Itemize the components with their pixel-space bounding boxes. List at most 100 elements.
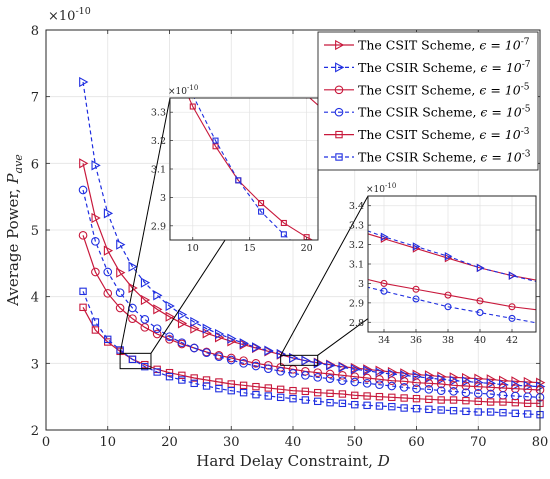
data-point (338, 399, 347, 408)
data-point (289, 386, 297, 395)
data-point (125, 123, 131, 130)
data-point (61, 150, 67, 156)
series-line (368, 233, 536, 281)
data-point (227, 386, 235, 395)
data-point (91, 326, 100, 334)
data-point (523, 380, 533, 392)
data-point (125, 179, 131, 185)
data-point (362, 373, 372, 383)
data-point (140, 315, 150, 324)
data-point (165, 311, 175, 322)
data-point (317, 271, 323, 277)
data-point (276, 393, 285, 402)
data-point (400, 394, 408, 402)
data-point (62, 269, 67, 274)
data-point (425, 405, 433, 414)
data-point (252, 342, 262, 353)
data-point (541, 278, 547, 285)
series-line (368, 230, 536, 283)
inset-x-tick-label: 15 (244, 243, 256, 254)
inset-y-tick-label: 3.1 (349, 260, 364, 271)
data-point (476, 297, 484, 305)
data-point (178, 371, 186, 380)
data-point (0, 14, 3, 20)
data-point (508, 271, 517, 280)
data-point (288, 369, 298, 378)
data-point (444, 251, 453, 261)
data-point (78, 185, 88, 195)
data-point (474, 408, 482, 416)
data-point (157, 211, 163, 217)
data-point (417, 180, 423, 186)
data-point (178, 376, 186, 384)
data-point (128, 355, 137, 364)
series-5 (188, 98, 314, 240)
data-point (380, 279, 388, 287)
inset-2: 34 36 38 40 422.82.933.13.23.33.4×10-10 (0, 14, 547, 350)
data-point (363, 365, 373, 376)
data-point (486, 398, 495, 406)
data-point (424, 379, 434, 388)
data-point (264, 345, 274, 356)
data-point (380, 232, 389, 242)
data-point (462, 407, 470, 416)
data-point (532, 171, 538, 178)
data-point (400, 404, 408, 412)
y-axis-label: Average Power, Pave (4, 154, 25, 307)
data-point (264, 384, 272, 392)
inset-y-tick-label: 3.3 (151, 108, 166, 119)
inset-y-tick-label: 2.9 (151, 221, 166, 232)
data-point (125, 82, 131, 89)
legend-label: The CSIR Scheme, ϵ = 10-7 (358, 60, 531, 75)
data-point (474, 397, 482, 406)
data-point (91, 160, 101, 171)
legend-entry: The CSIR Scheme, ϵ = 10-7 (324, 60, 531, 75)
data-point (79, 76, 89, 88)
data-point (304, 81, 310, 87)
data-point (437, 406, 445, 414)
data-point (239, 356, 248, 365)
data-point (251, 361, 261, 371)
data-point (375, 375, 384, 384)
legend-entry: The CSIT Scheme, ϵ = 10-3 (324, 127, 530, 142)
x-tick-label: 0 (42, 435, 50, 450)
data-point (541, 308, 547, 314)
data-point (326, 360, 336, 371)
data-point (285, 257, 291, 263)
data-point (523, 410, 532, 418)
data-point (258, 7, 264, 13)
data-point (412, 285, 420, 293)
inset-series (0, 14, 547, 350)
data-point (222, 324, 227, 329)
data-point (486, 378, 496, 389)
data-point (313, 397, 322, 406)
data-point (153, 368, 161, 376)
data-point (335, 153, 343, 161)
data-point (380, 287, 388, 295)
data-point (189, 103, 196, 110)
inset-y-tick-label: 3.1 (151, 165, 166, 176)
zoom-source-box (280, 354, 319, 366)
inset-x-tick-label: 40 (474, 335, 486, 346)
data-point (281, 69, 287, 75)
data-point (532, 345, 537, 350)
data-point (251, 359, 261, 368)
data-point (304, 98, 309, 99)
x-tick-label: 30 (223, 435, 240, 450)
data-point (412, 384, 421, 393)
data-point (128, 261, 138, 272)
data-point (335, 62, 345, 73)
data-point (115, 303, 125, 313)
data-point (387, 368, 398, 380)
data-point (444, 303, 452, 311)
inset-y-exponent: ×10-10 (168, 84, 198, 97)
data-point (258, 200, 265, 207)
data-point (140, 294, 151, 306)
data-point (338, 371, 347, 380)
legend-box (317, 31, 539, 171)
data-point (226, 355, 236, 365)
y-tick-label: 8 (31, 24, 39, 39)
data-point (350, 345, 355, 350)
data-point (541, 280, 547, 287)
